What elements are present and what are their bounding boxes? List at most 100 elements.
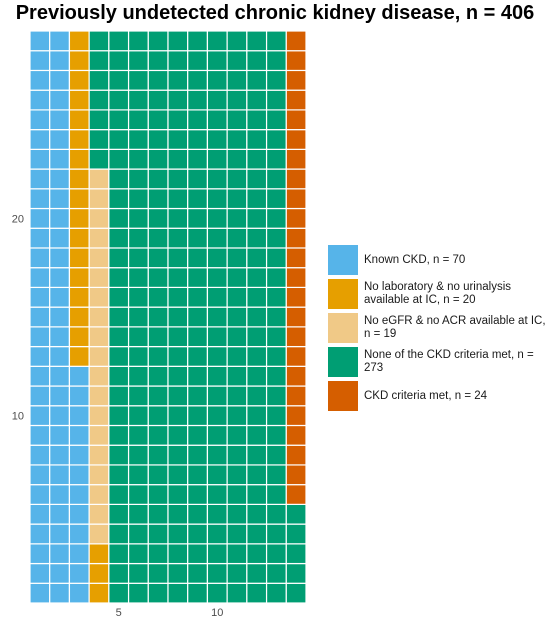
waffle-cell — [49, 345, 71, 367]
waffle-cell — [206, 227, 228, 249]
waffle-cell — [226, 109, 248, 131]
waffle-cell — [29, 267, 51, 289]
legend-label: Known CKD, n = 70 — [364, 253, 466, 266]
waffle-cell — [206, 286, 228, 308]
waffle-cell — [29, 405, 51, 427]
waffle-cell — [206, 582, 228, 604]
x-tick-label: 5 — [116, 607, 122, 619]
waffle-cell — [147, 69, 169, 91]
waffle-cell — [49, 306, 71, 328]
waffle-cell — [246, 424, 268, 446]
waffle-cell — [68, 385, 90, 407]
waffle-cell — [285, 582, 307, 604]
waffle-cell — [246, 109, 268, 131]
waffle-cell — [147, 562, 169, 584]
waffle-cell — [49, 69, 71, 91]
waffle-cell — [285, 523, 307, 545]
waffle-cell — [265, 247, 287, 269]
waffle-cell — [187, 582, 209, 604]
waffle-cell — [49, 523, 71, 545]
waffle-cell — [147, 424, 169, 446]
waffle-cell — [167, 129, 189, 150]
waffle-cell — [108, 227, 130, 249]
waffle-cell — [49, 50, 71, 72]
waffle-cell — [265, 109, 287, 131]
waffle-cell — [88, 326, 110, 348]
waffle-cell — [127, 227, 149, 249]
waffle-cell — [167, 306, 189, 328]
waffle-cell — [265, 227, 287, 249]
chart-title: Previously undetected chronic kidney dis… — [15, 2, 535, 24]
waffle-cell — [167, 69, 189, 91]
waffle-cell — [127, 562, 149, 584]
waffle-cell — [265, 267, 287, 289]
waffle-cell — [88, 267, 110, 289]
waffle-cell — [285, 326, 307, 348]
waffle-cell — [49, 503, 71, 525]
waffle-cell — [265, 543, 287, 565]
waffle-cell — [167, 543, 189, 565]
waffle-cell — [147, 267, 169, 289]
waffle-cell — [265, 365, 287, 387]
waffle-cell — [29, 444, 51, 466]
waffle-cell — [127, 503, 149, 525]
waffle-cell — [147, 405, 169, 427]
waffle-cell — [285, 247, 307, 269]
waffle-cell — [246, 89, 268, 111]
y-axis: 10 20 — [12, 213, 24, 422]
waffle-cell — [49, 326, 71, 348]
waffle-cell — [49, 89, 71, 111]
waffle-cell — [265, 484, 287, 505]
waffle-cell — [108, 365, 130, 387]
waffle-cell — [108, 503, 130, 525]
waffle-cell — [206, 129, 228, 150]
waffle-cell — [68, 129, 90, 150]
waffle-cell — [187, 503, 209, 525]
waffle-cell — [226, 168, 248, 190]
waffle-cell — [88, 345, 110, 367]
waffle-cell — [167, 405, 189, 427]
waffle-cell — [127, 424, 149, 446]
waffle-cell — [108, 523, 130, 545]
waffle-cell — [206, 188, 228, 210]
waffle-cell — [108, 345, 130, 367]
waffle-cell — [68, 503, 90, 525]
waffle-cell — [285, 562, 307, 584]
waffle-cell — [49, 188, 71, 210]
waffle-cell — [88, 227, 110, 249]
waffle-cell — [49, 562, 71, 584]
waffle-cell — [147, 543, 169, 565]
waffle-cell — [88, 503, 110, 525]
waffle-cell — [108, 168, 130, 190]
waffle-cell — [49, 582, 71, 604]
waffle-cell — [226, 306, 248, 328]
waffle-cell — [246, 385, 268, 407]
waffle-cell — [167, 207, 189, 229]
waffle-cell — [88, 129, 110, 150]
waffle-cell — [88, 148, 110, 170]
waffle-cell — [167, 464, 189, 486]
waffle-cell — [147, 444, 169, 466]
waffle-cell — [226, 543, 248, 565]
waffle-cell — [246, 326, 268, 348]
waffle-cell — [206, 405, 228, 427]
legend-label: CKD criteria met, n = 24 — [364, 389, 488, 402]
waffle-cell — [187, 227, 209, 249]
waffle-cell — [246, 464, 268, 486]
waffle-cell — [49, 543, 71, 565]
waffle-cell — [187, 89, 209, 111]
waffle-cell — [127, 109, 149, 131]
waffle-cell — [68, 523, 90, 545]
waffle-cell — [68, 188, 90, 210]
waffle-cell — [127, 267, 149, 289]
waffle-cell — [49, 30, 71, 52]
waffle-cell — [285, 365, 307, 387]
waffle-cell — [147, 503, 169, 525]
waffle-cell — [49, 424, 71, 446]
waffle-cell — [206, 109, 228, 131]
waffle-cell — [226, 286, 248, 308]
waffle-cell — [68, 207, 90, 229]
waffle-cell — [88, 385, 110, 407]
waffle-cell — [246, 484, 268, 505]
